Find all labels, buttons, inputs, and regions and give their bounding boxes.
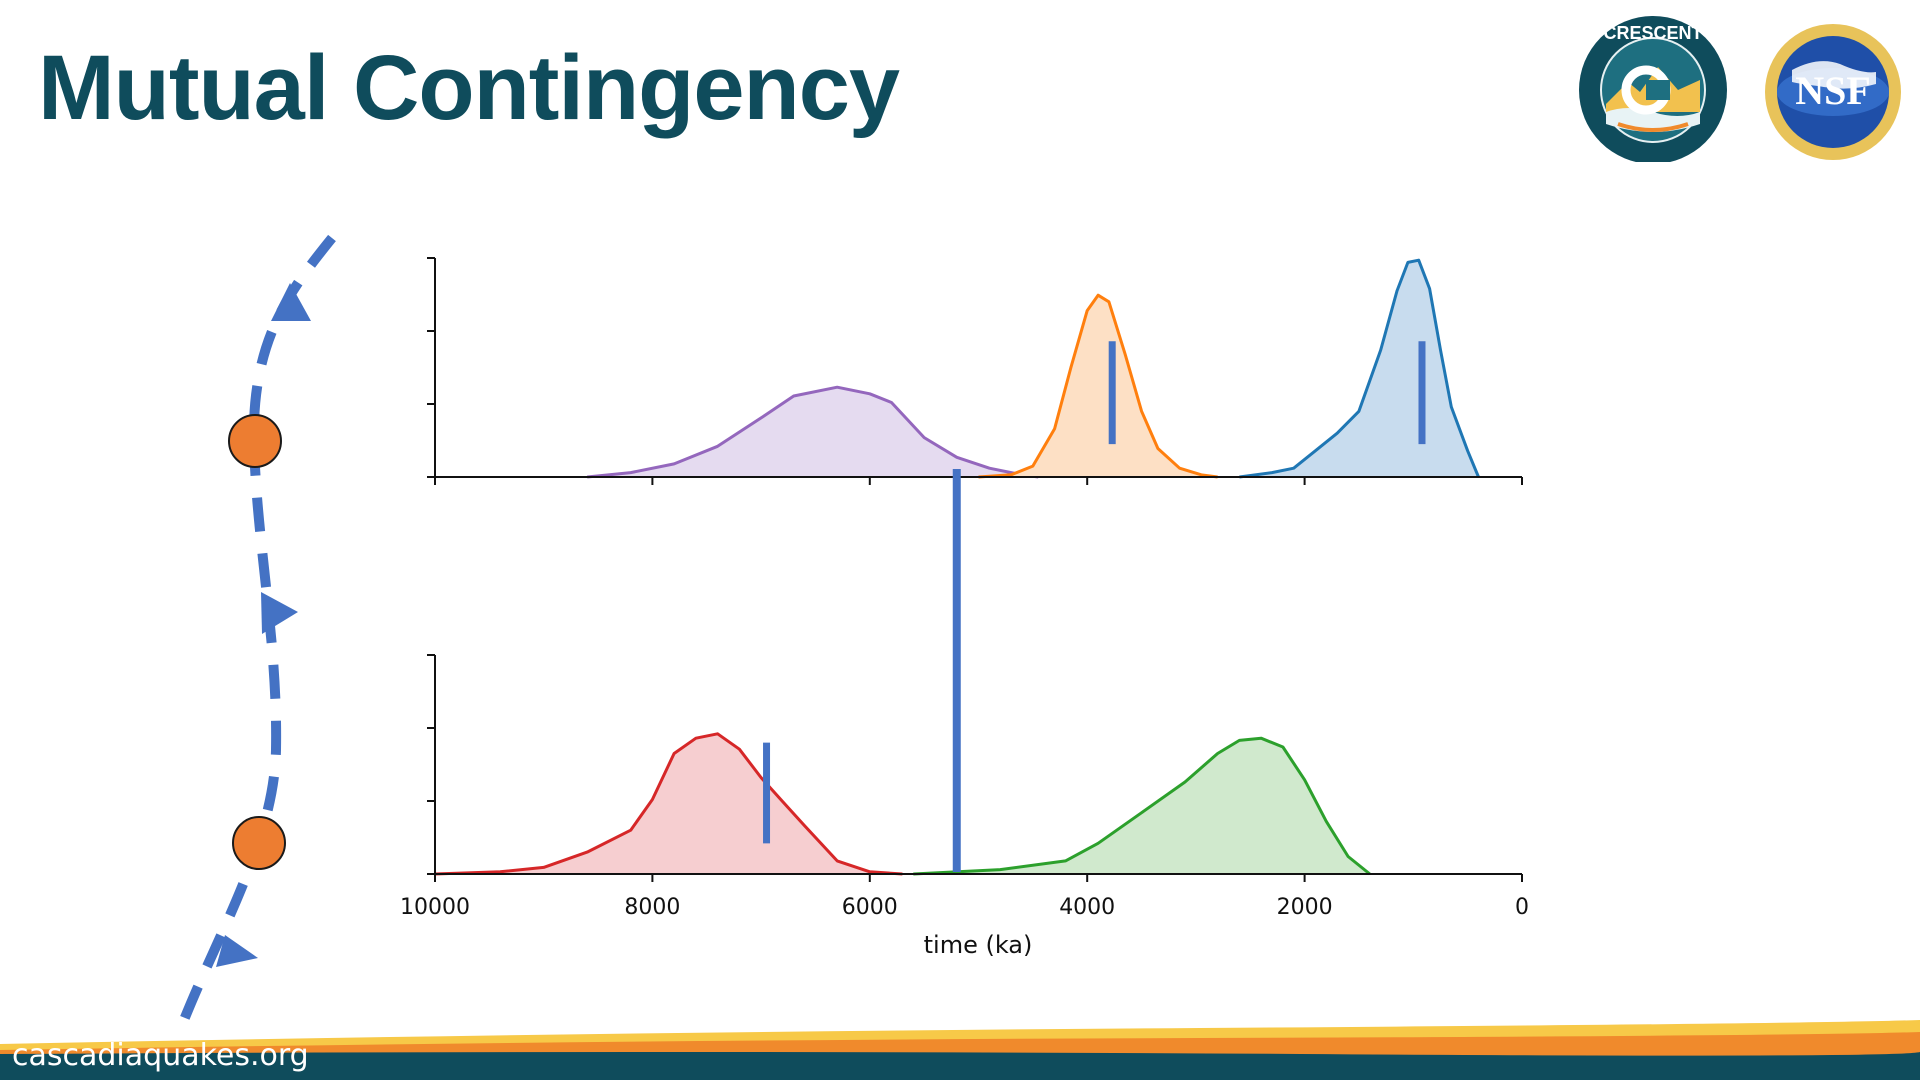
panel-upper [587,258,1480,479]
cycle-dashed-line [179,234,336,1022]
x-tick-label: 8000 [624,895,680,920]
density-curve-lower-1 [434,732,903,876]
footer-teal-wave [0,1052,1920,1080]
event-marker-upper [228,414,282,468]
crescent-logo [1579,16,1727,162]
density-fill-upper-1 [587,387,1039,477]
x-tick-label: 4000 [1059,895,1115,920]
x-tick-label: 2000 [1277,895,1333,920]
logo-group: CRESCENT NSF [1579,16,1901,162]
density-fill-lower-1 [435,733,903,874]
cycle-arrow-up-icon [271,283,311,321]
event-marker-lower [232,816,286,870]
density-curve-upper-3 [1239,258,1480,479]
crescent-lettering: CRESCENT [1603,23,1702,43]
footer-band [0,1020,1920,1080]
density-curve-upper-2 [978,293,1218,479]
x-axis-label: time (ka) [924,931,1033,959]
nsf-lettering: NSF [1795,68,1871,113]
cycle-arrow-down-icon [216,935,258,967]
nsf-logo [1765,24,1901,160]
density-curve-upper-1 [587,385,1039,479]
x-tick-label: 10000 [400,895,470,920]
axes: 10000 8000 6000 4000 2000 0 [400,257,1529,920]
x-tick-label: 6000 [842,895,898,920]
footer-url[interactable]: cascadiaquakes.org [12,1038,309,1073]
cycle-arrow-down-icon [261,592,298,634]
x-tick-label: 0 [1515,895,1529,920]
cycle-diagram [179,234,336,1022]
slide-title: Mutual Contingency [38,37,900,139]
density-fill-upper-2 [978,295,1218,477]
chart: 10000 8000 6000 4000 2000 0 time (ka) [400,257,1529,959]
density-fill-lower-2 [913,738,1370,874]
panel-lower [434,732,1371,876]
density-curve-lower-2 [913,736,1371,876]
